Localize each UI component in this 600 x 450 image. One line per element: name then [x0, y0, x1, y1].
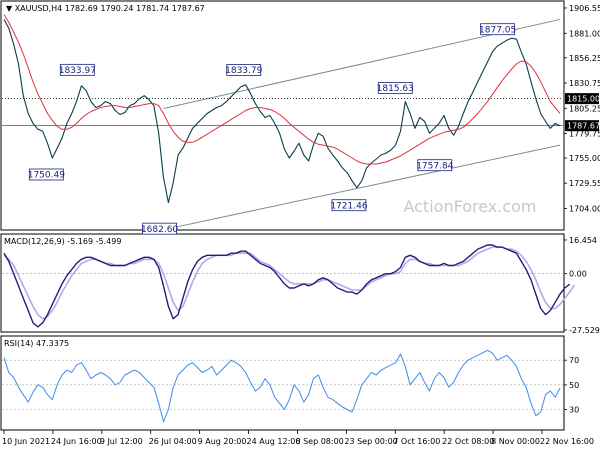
- price-tick-label: 1779.75: [569, 130, 600, 139]
- x-tick-label: 24 Aug 12:00: [247, 437, 301, 446]
- price-marker-label: 1815.63: [377, 84, 414, 94]
- macd-tick-label: -27.529: [569, 326, 600, 335]
- price-marker: 1815.63: [377, 82, 414, 94]
- price-marker-label: 1682.60: [141, 225, 178, 235]
- x-tick-label: 8 Nov 00:00: [491, 437, 540, 446]
- price-marker: 1833.79: [225, 64, 263, 76]
- price-tick-label: 1856.25: [569, 54, 600, 63]
- price-marker-label: 1877.05: [479, 25, 516, 35]
- price-marker-box: [331, 199, 367, 212]
- price-marker-box: [417, 159, 453, 172]
- rsi-tick-label: 50: [569, 381, 579, 390]
- x-tick-label: 26 Jul 04:00: [149, 437, 197, 446]
- price-symbol-header: ▼ XAUUSD,H4 1782.69 1790.24 1781.74 1787…: [6, 4, 205, 13]
- x-tick-label: 10 Jun 2021: [2, 437, 50, 446]
- price-marker-box: [142, 222, 177, 235]
- rsi-tick-label: 30: [569, 406, 579, 415]
- price-marker-box: [226, 64, 262, 76]
- price-marker: 1833.97: [59, 63, 96, 76]
- price-box-bg: [565, 93, 599, 105]
- price-marker: 1682.60: [141, 222, 178, 235]
- price-box-label: 1815.00: [567, 95, 600, 104]
- x-tick-label: 8 Sep 08:00: [295, 437, 343, 446]
- x-tick-label: 22 Oct 08:00: [442, 437, 494, 446]
- price-marker-label: 1750.49: [28, 171, 65, 181]
- price-tick-label: 1881.00: [569, 29, 600, 38]
- price-box-bg: [565, 120, 599, 132]
- rsi-panel: [0, 335, 565, 431]
- x-tick-label: 9 Jul 12:00: [100, 437, 143, 446]
- price-marker: 1757.84: [416, 159, 454, 172]
- price-tick-label: 1805.25: [569, 104, 600, 113]
- macd-plot: [2, 244, 576, 328]
- price-box-label: 1787.67: [567, 122, 600, 131]
- price-tick-label: 1906.55: [569, 4, 600, 13]
- symbol-timeframe: XAUUSD,H4: [15, 4, 63, 13]
- x-tick-label: 23 Sep 00:00: [344, 437, 397, 446]
- price-line: [3, 19, 561, 204]
- price-tick-label: 1729.55: [569, 179, 600, 188]
- channel-lower-line: [163, 144, 561, 231]
- price-marker-box: [480, 23, 516, 36]
- price-marker-box: [59, 63, 95, 76]
- rsi-line: [3, 349, 561, 423]
- rsi-plot: [2, 349, 563, 423]
- rsi-header: RSI(14) 47.3375: [4, 339, 69, 348]
- price-plot: 1833.97 1750.49 1833.79 1682.60 1721.46 1757.…: [2, 14, 563, 235]
- x-tick-label: 7 Oct 16:00: [393, 437, 440, 446]
- x-tick-label: 24 Jun 16:00: [51, 437, 102, 446]
- x-tick-label: 22 Nov 16:00: [540, 437, 594, 446]
- price-marker-label: 1757.84: [416, 161, 453, 171]
- macd-line: [3, 244, 571, 328]
- price-marker: 1721.46: [330, 199, 368, 212]
- price-tick-label: 1755.00: [569, 154, 600, 163]
- dropdown-triangle-icon: ▼: [6, 4, 15, 13]
- price-box: 1787.67: [565, 120, 600, 132]
- price-marker: 1750.49: [28, 168, 65, 181]
- price-marker-label: 1833.97: [59, 66, 96, 76]
- price-tick-label: 1704.00: [569, 205, 600, 214]
- price-marker-label: 1833.79: [225, 66, 262, 76]
- macd-tick-label: 16.454: [569, 236, 597, 245]
- macd-header: MACD(12,26,9) -5.169 -5.499: [4, 237, 121, 246]
- macd-tick-label: 0.00: [569, 270, 587, 279]
- price-box: 1815.00: [565, 93, 600, 105]
- ohlc-values: 1782.69 1790.24 1781.74 1787.67: [65, 4, 205, 13]
- price-tick-label: 1830.75: [569, 79, 600, 88]
- rsi-tick-label: 70: [569, 356, 579, 365]
- x-tick-label: 9 Aug 20:00: [198, 437, 247, 446]
- price-marker-box: [28, 168, 64, 181]
- axes: 1906.55 1881.00 1856.25 1830.75 1805.25 1779.…: [2, 4, 600, 446]
- price-marker-box: [377, 82, 413, 94]
- watermark: ActionForex.com: [403, 197, 536, 216]
- macd-panel: [0, 233, 565, 333]
- price-marker-label: 1721.46: [330, 201, 367, 211]
- price-marker: 1877.05: [479, 23, 516, 36]
- moving-average-line: [3, 14, 561, 165]
